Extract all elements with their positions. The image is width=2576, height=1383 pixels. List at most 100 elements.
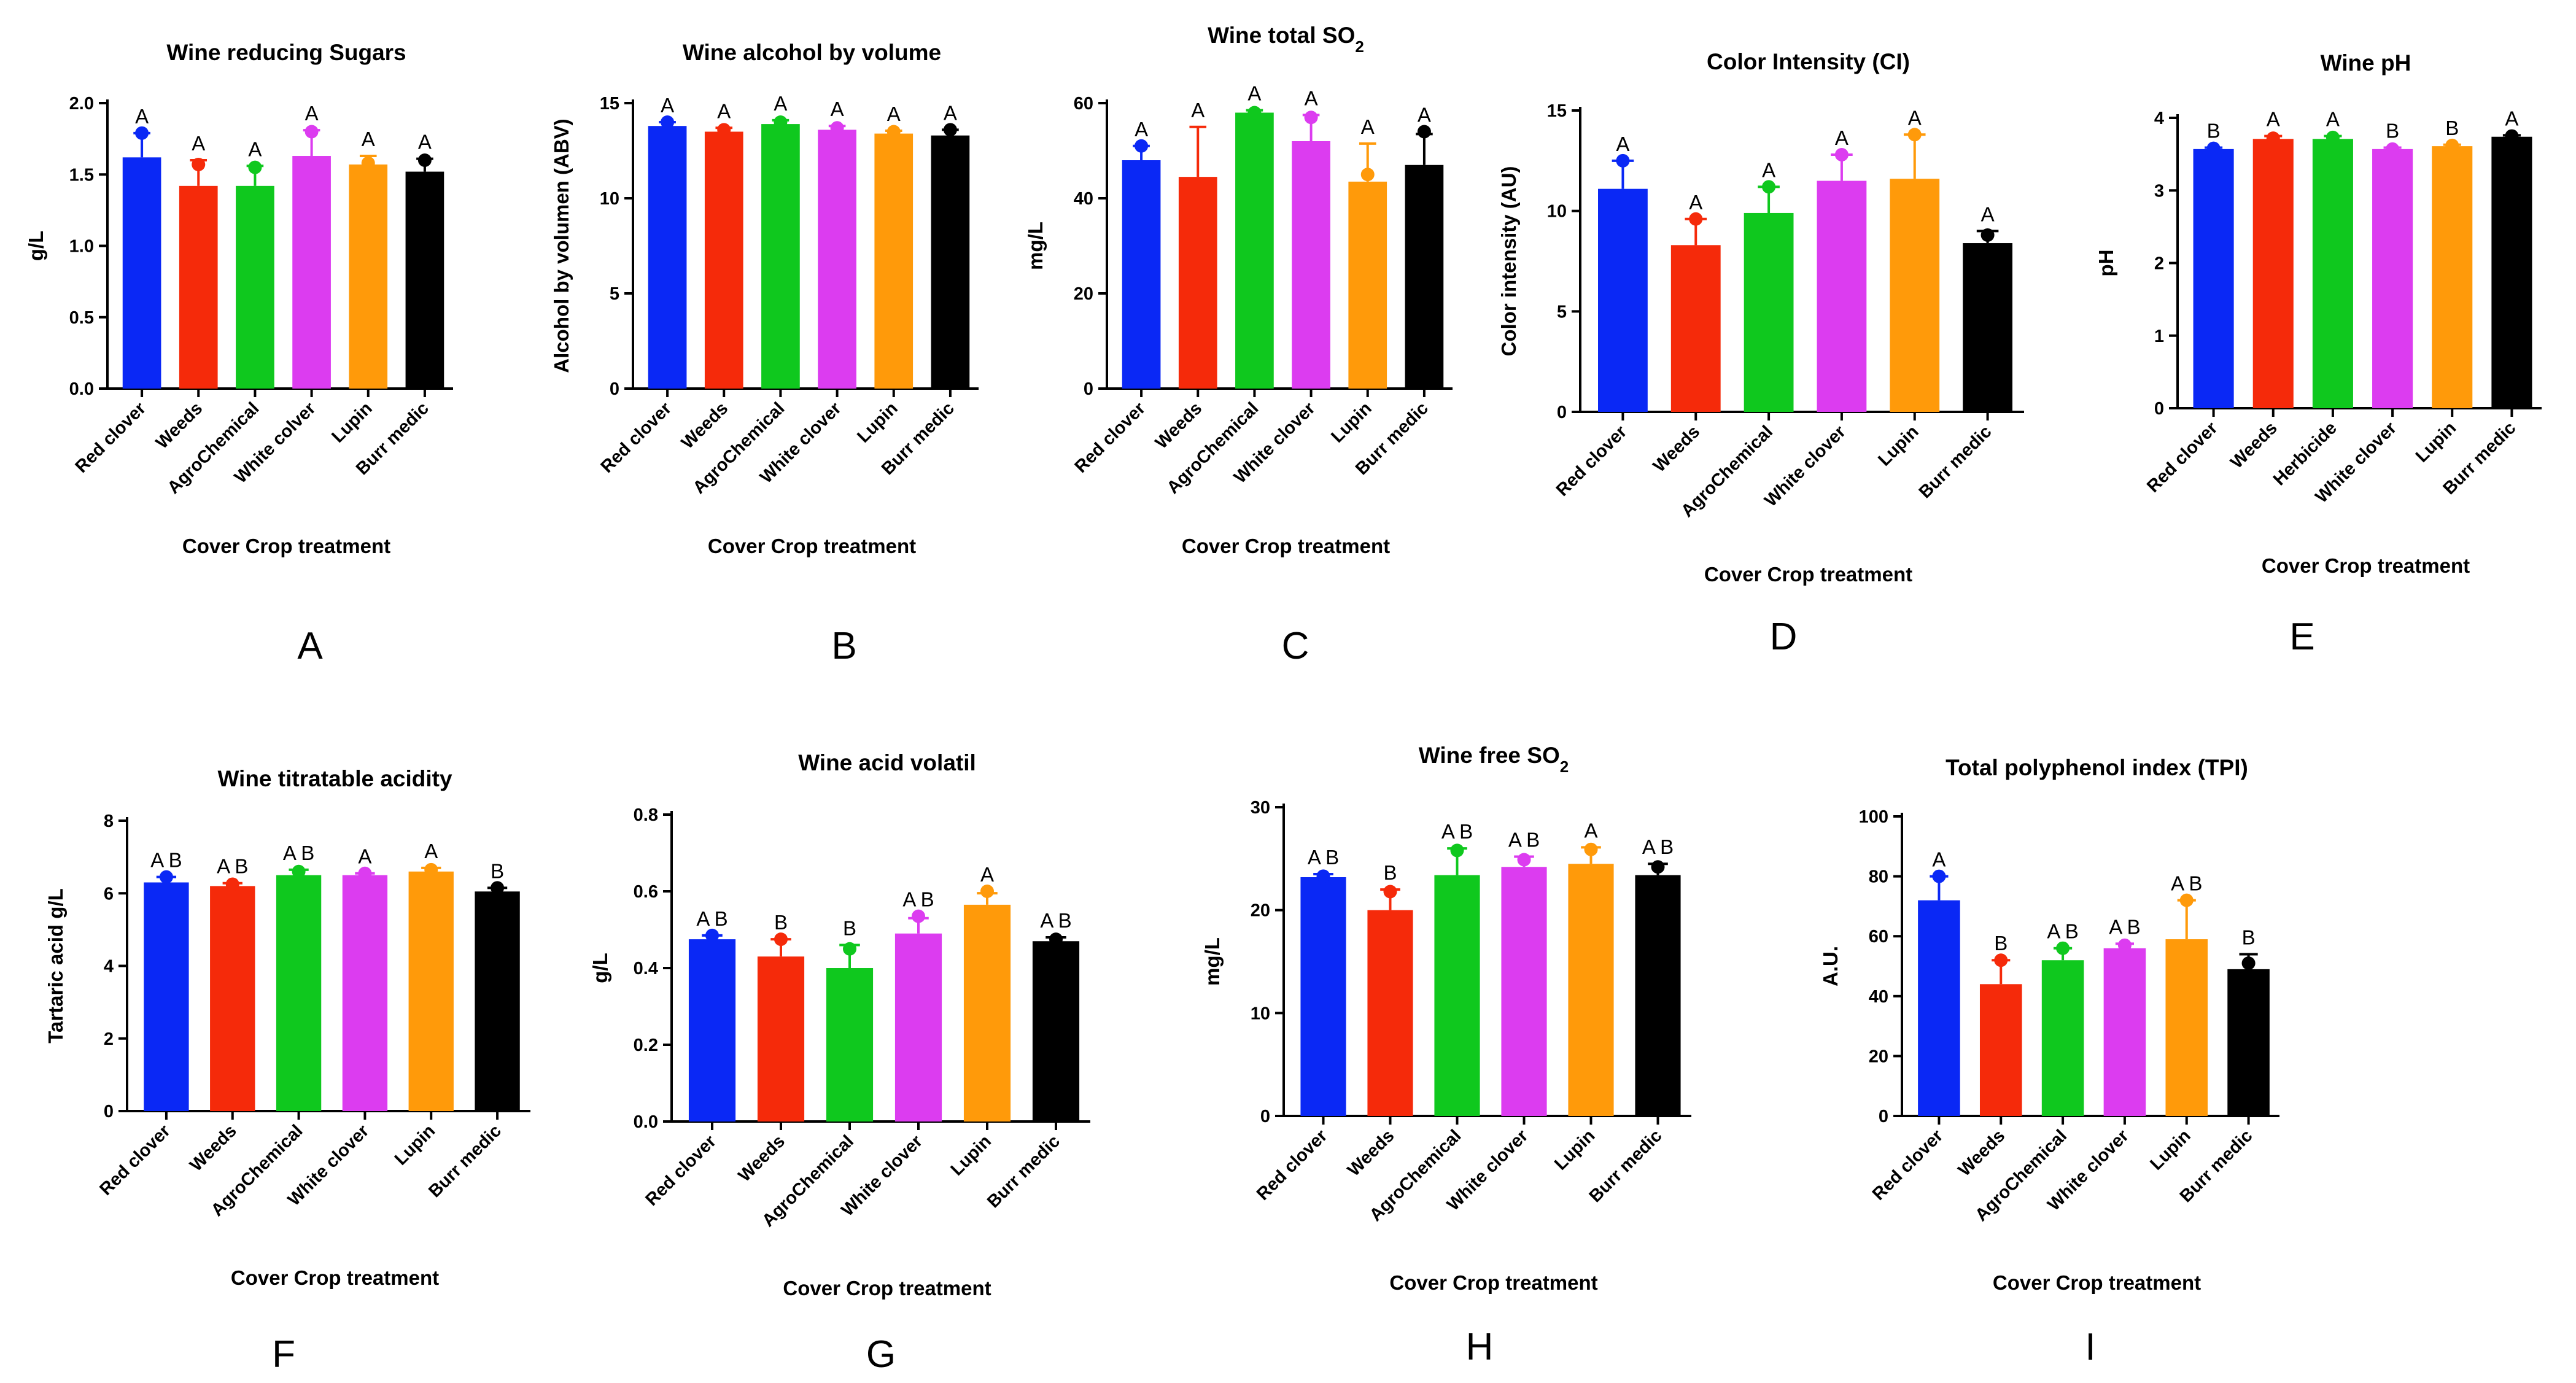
data-point: [943, 123, 957, 137]
x-axis-label: Cover Crop treatment: [1389, 1271, 1597, 1294]
chart-title-subscript: 2: [1560, 757, 1569, 776]
y-tick-label: 6: [104, 884, 114, 904]
bar: [1122, 160, 1161, 389]
significance-label: B: [491, 859, 504, 882]
bar: [894, 933, 942, 1122]
category-label: Red clover: [1071, 398, 1149, 476]
data-point: [248, 160, 262, 174]
chart-panel-a: Wine reducing Sugars 0.0 0.5 1.0 1.5 2.0 g/L A R…: [25, 40, 453, 667]
data-point: [2386, 142, 2400, 156]
category-label: Lupin: [1874, 422, 1922, 470]
chart-title: Wine titratable acidity: [217, 766, 452, 791]
bar: [1670, 245, 1721, 412]
significance-label: A B: [1308, 846, 1339, 869]
y-tick-label: 0: [1557, 403, 1567, 422]
category-label: Lupin: [2146, 1126, 2194, 1174]
significance-label: A B: [2171, 872, 2202, 895]
significance-label: A: [661, 94, 674, 117]
bar: [179, 185, 218, 389]
bar: [931, 135, 970, 389]
chart-title: Wine pH: [2321, 50, 2411, 76]
category-label: Lupin: [1551, 1126, 1599, 1174]
data-point: [1689, 212, 1703, 226]
data-point: [1417, 125, 1431, 139]
data-point: [2241, 956, 2256, 970]
y-tick-label: 5: [1557, 302, 1567, 322]
significance-label: A: [1584, 819, 1597, 842]
data-point: [135, 126, 149, 140]
x-axis-label: Cover Crop treatment: [231, 1266, 439, 1289]
significance-label: A: [1932, 848, 1946, 871]
data-point: [1304, 110, 1318, 125]
significance-label: A: [135, 105, 149, 128]
y-tick-label: 0: [1084, 379, 1093, 399]
y-tick-label: 4: [104, 957, 114, 977]
category-label: Weeds: [1152, 398, 1206, 452]
data-point: [2505, 129, 2519, 143]
significance-label: A: [248, 138, 262, 160]
bar: [2227, 969, 2270, 1116]
bar: [704, 131, 743, 389]
category-label: Red clover: [1869, 1126, 1947, 1204]
data-point: [2326, 130, 2340, 144]
significance-label: A: [362, 128, 375, 150]
bar: [1178, 177, 1217, 389]
category-label: Weeds: [152, 398, 206, 452]
panel-letter: C: [1282, 625, 1309, 667]
category-label: Lupin: [1327, 398, 1375, 446]
bar: [1434, 875, 1480, 1116]
bar: [1568, 864, 1614, 1116]
category-label: Lupin: [947, 1131, 995, 1179]
y-axis-label: A.U.: [1819, 946, 1842, 986]
category-label: Weeds: [186, 1121, 240, 1175]
y-tick-label: 20: [1869, 1047, 1888, 1066]
y-tick-label: 4: [2154, 109, 2164, 128]
y-tick-label: 0.8: [634, 805, 658, 825]
chart-title: Wine reducing Sugars: [166, 40, 406, 65]
data-point: [830, 121, 844, 135]
significance-label: A: [192, 132, 205, 155]
data-point: [292, 864, 306, 878]
data-point: [843, 942, 856, 956]
x-axis-label: Cover Crop treatment: [182, 535, 390, 557]
y-tick-label: 3: [2154, 181, 2164, 201]
bar: [276, 875, 322, 1111]
y-axis-label: mg/L: [1024, 222, 1047, 270]
x-axis-label: Cover Crop treatment: [2262, 554, 2470, 577]
bar: [1032, 941, 1080, 1122]
bar: [475, 891, 520, 1111]
panel-letter: H: [1466, 1326, 1494, 1368]
category-label: Red clover: [597, 398, 675, 476]
significance-label: A: [1305, 87, 1318, 109]
significance-label: B: [1383, 861, 1397, 884]
y-tick-label: 0: [2154, 399, 2164, 419]
y-axis-label: pH: [2095, 250, 2117, 277]
bar: [688, 939, 736, 1122]
panel-letter: B: [831, 625, 856, 667]
significance-label: A: [1247, 82, 1261, 105]
chart-title: Color Intensity (CI): [1707, 49, 1910, 74]
significance-label: A B: [150, 849, 182, 872]
data-point: [417, 153, 432, 167]
data-point: [192, 157, 206, 171]
significance-label: A B: [696, 907, 727, 930]
significance-label: A: [424, 840, 438, 862]
significance-label: A: [1762, 158, 1775, 181]
significance-label: A: [1689, 191, 1702, 214]
data-point: [1049, 932, 1063, 947]
y-tick-label: 0.4: [634, 959, 658, 978]
bar: [342, 875, 388, 1111]
data-point: [1907, 128, 1922, 142]
y-tick-label: 20: [1074, 284, 1093, 304]
y-tick-label: 2: [2154, 254, 2164, 274]
data-point: [980, 885, 994, 898]
chart-title: Wine alcohol by volume: [683, 40, 941, 65]
bar: [2252, 139, 2294, 409]
significance-label: A B: [2047, 920, 2078, 943]
bar: [874, 133, 914, 389]
category-label: Lupin: [328, 398, 376, 446]
y-tick-label: 0.0: [69, 379, 94, 399]
y-tick-label: 0: [1260, 1107, 1270, 1126]
x-axis-label: Cover Crop treatment: [708, 535, 916, 557]
x-axis-label: Cover Crop treatment: [1704, 563, 1912, 586]
